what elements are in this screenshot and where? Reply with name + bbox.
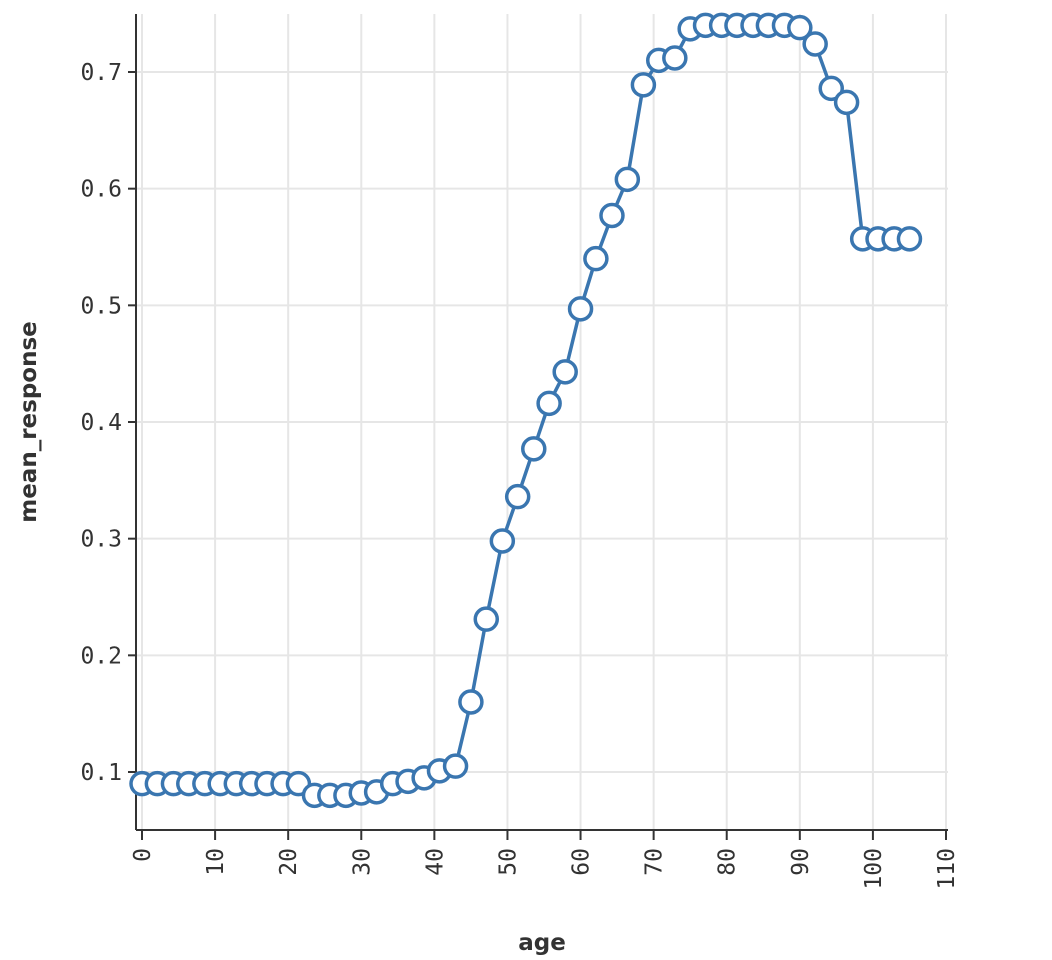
x-tick-label: 20 bbox=[276, 848, 302, 876]
data-point bbox=[473, 606, 500, 632]
data-point bbox=[614, 166, 641, 193]
x-tick-label: 80 bbox=[715, 848, 741, 876]
x-axis-title: age bbox=[518, 930, 566, 956]
x-axis-ticks: 0 10 20 30 40 50 60 70 80 90 100 110 bbox=[130, 830, 960, 890]
x-tick-label: 110 bbox=[934, 848, 960, 890]
y-axis-title: mean_response bbox=[16, 321, 42, 523]
data-point bbox=[521, 436, 547, 462]
y-tick-label: 0.5 bbox=[80, 293, 122, 319]
data-point bbox=[442, 753, 469, 779]
data-point bbox=[567, 296, 594, 322]
plot-area bbox=[129, 12, 923, 809]
y-tick-label: 0.4 bbox=[80, 410, 122, 436]
y-tick-label: 0.1 bbox=[80, 760, 122, 786]
y-tick-label: 0.7 bbox=[80, 60, 122, 86]
x-tick-label: 90 bbox=[788, 848, 814, 876]
y-tick-label: 0.2 bbox=[80, 643, 122, 669]
x-tick-label: 60 bbox=[569, 848, 595, 876]
data-point bbox=[818, 75, 844, 102]
x-tick-label: 10 bbox=[203, 848, 229, 876]
series-line bbox=[142, 23, 910, 798]
data-point bbox=[504, 483, 531, 510]
data-point bbox=[583, 245, 609, 272]
data-points bbox=[129, 12, 923, 809]
x-tick-label: 50 bbox=[495, 848, 521, 876]
x-tick-label: 40 bbox=[422, 848, 448, 876]
data-point bbox=[833, 89, 860, 116]
x-tick-label: 30 bbox=[349, 848, 375, 876]
y-tick-label: 0.6 bbox=[80, 177, 122, 203]
data-point bbox=[787, 14, 813, 41]
data-point bbox=[599, 202, 625, 229]
gridlines bbox=[136, 14, 948, 830]
data-point bbox=[489, 528, 516, 554]
x-tick-label: 70 bbox=[642, 848, 668, 876]
data-point bbox=[662, 45, 688, 71]
data-point bbox=[896, 226, 923, 252]
x-tick-label: 100 bbox=[861, 848, 887, 890]
y-tick-label: 0.3 bbox=[80, 527, 122, 553]
x-tick-label: 0 bbox=[130, 848, 156, 862]
data-point bbox=[802, 31, 828, 57]
data-point bbox=[536, 390, 562, 417]
data-point bbox=[630, 72, 657, 98]
y-axis-ticks: 0.1 0.2 0.3 0.4 0.5 0.6 0.7 bbox=[80, 60, 136, 786]
data-point bbox=[552, 359, 578, 385]
data-point bbox=[458, 689, 484, 715]
